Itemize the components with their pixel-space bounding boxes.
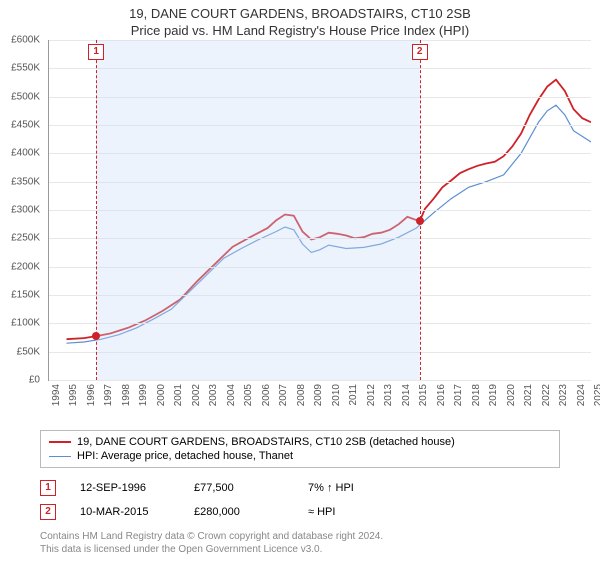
x-tick-label: 1999 — [138, 384, 149, 406]
x-tick-label: 2008 — [296, 384, 307, 406]
sales-row: 1 12-SEP-1996 £77,500 7% ↑ HPI — [40, 476, 560, 500]
chart-title-address: 19, DANE COURT GARDENS, BROADSTAIRS, CT1… — [0, 6, 600, 21]
sale-point — [92, 332, 100, 340]
x-tick-label: 2015 — [418, 384, 429, 406]
sales-date: 12-SEP-1996 — [80, 482, 170, 494]
x-tick-label: 2003 — [208, 384, 219, 406]
y-tick-label: £150K — [11, 290, 40, 301]
y-tick-label: £400K — [11, 148, 40, 159]
x-tick-label: 1994 — [51, 384, 62, 406]
y-tick-label: £250K — [11, 233, 40, 244]
footer: Contains HM Land Registry data © Crown c… — [40, 530, 560, 556]
legend-swatch — [49, 441, 71, 443]
x-tick-label: 2018 — [471, 384, 482, 406]
marker-badge: 1 — [88, 44, 104, 60]
y-tick-label: £0 — [29, 375, 40, 386]
x-tick-label: 2001 — [173, 384, 184, 406]
x-tick-label: 2021 — [523, 384, 534, 406]
y-tick-label: £100K — [11, 318, 40, 329]
x-tick-label: 2019 — [488, 384, 499, 406]
x-tick-label: 1997 — [103, 384, 114, 406]
x-tick-label: 2005 — [243, 384, 254, 406]
x-tick-label: 1998 — [121, 384, 132, 406]
x-tick-label: 2006 — [261, 384, 272, 406]
y-tick-label: £50K — [17, 346, 40, 357]
x-tick-label: 2011 — [348, 384, 359, 406]
y-tick-label: £550K — [11, 63, 40, 74]
sales-marker-badge: 1 — [40, 480, 56, 496]
x-tick-label: 1995 — [68, 384, 79, 406]
shaded-region — [96, 40, 419, 380]
legend-swatch — [49, 456, 71, 457]
x-tick-label: 2009 — [313, 384, 324, 406]
sales-delta: ≈ HPI — [308, 506, 398, 518]
footer-line1: Contains HM Land Registry data © Crown c… — [40, 530, 560, 543]
x-tick-label: 2013 — [383, 384, 394, 406]
sales-marker-badge: 2 — [40, 504, 56, 520]
x-tick-label: 2023 — [558, 384, 569, 406]
x-tick-label: 2020 — [506, 384, 517, 406]
title-block: 19, DANE COURT GARDENS, BROADSTAIRS, CT1… — [0, 0, 600, 40]
x-tick-label: 2014 — [401, 384, 412, 406]
legend: 19, DANE COURT GARDENS, BROADSTAIRS, CT1… — [40, 430, 560, 468]
legend-row: HPI: Average price, detached house, Than… — [49, 449, 551, 463]
sales-date: 10-MAR-2015 — [80, 506, 170, 518]
x-axis: 1994199519961997199819992000200120022003… — [48, 380, 590, 402]
x-tick-label: 2000 — [156, 384, 167, 406]
y-axis: £0£50K£100K£150K£200K£250K£300K£350K£400… — [0, 40, 44, 380]
sales-price: £280,000 — [194, 506, 284, 518]
plot-inner: 12 — [48, 40, 591, 381]
x-tick-label: 2007 — [278, 384, 289, 406]
sales-delta: 7% ↑ HPI — [308, 482, 398, 494]
legend-label: 19, DANE COURT GARDENS, BROADSTAIRS, CT1… — [77, 436, 455, 448]
y-tick-label: £350K — [11, 176, 40, 187]
y-tick-label: £300K — [11, 205, 40, 216]
x-tick-label: 2010 — [331, 384, 342, 406]
x-tick-label: 1996 — [86, 384, 97, 406]
x-tick-label: 2004 — [226, 384, 237, 406]
x-tick-label: 2024 — [576, 384, 587, 406]
y-tick-label: £500K — [11, 91, 40, 102]
legend-row: 19, DANE COURT GARDENS, BROADSTAIRS, CT1… — [49, 435, 551, 449]
y-tick-label: £200K — [11, 261, 40, 272]
sale-point — [416, 217, 424, 225]
x-tick-label: 2012 — [366, 384, 377, 406]
marker-vline — [96, 40, 97, 380]
x-tick-label: 2025 — [593, 384, 600, 406]
legend-label: HPI: Average price, detached house, Than… — [77, 450, 293, 462]
sales-row: 2 10-MAR-2015 £280,000 ≈ HPI — [40, 500, 560, 524]
y-tick-label: £600K — [11, 35, 40, 46]
x-tick-label: 2022 — [541, 384, 552, 406]
x-tick-label: 2017 — [453, 384, 464, 406]
marker-badge: 2 — [412, 44, 428, 60]
sales-table: 1 12-SEP-1996 £77,500 7% ↑ HPI 2 10-MAR-2015 £… — [40, 476, 560, 524]
marker-vline — [420, 40, 421, 380]
x-tick-label: 2016 — [436, 384, 447, 406]
plot-area: £0£50K£100K£150K£200K£250K£300K£350K£400… — [48, 40, 590, 400]
footer-line2: This data is licensed under the Open Gov… — [40, 543, 560, 556]
chart-title-subtitle: Price paid vs. HM Land Registry's House … — [0, 23, 600, 38]
chart-container: 19, DANE COURT GARDENS, BROADSTAIRS, CT1… — [0, 0, 600, 556]
sales-price: £77,500 — [194, 482, 284, 494]
y-tick-label: £450K — [11, 120, 40, 131]
x-tick-label: 2002 — [191, 384, 202, 406]
